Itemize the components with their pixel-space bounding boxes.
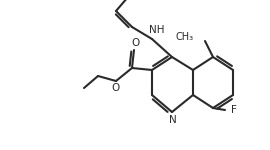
- Text: CH₃: CH₃: [176, 32, 194, 42]
- Text: O: O: [111, 83, 119, 93]
- Text: NH: NH: [149, 25, 165, 35]
- Text: F: F: [231, 105, 237, 115]
- Text: O: O: [131, 38, 139, 48]
- Text: N: N: [169, 115, 177, 125]
